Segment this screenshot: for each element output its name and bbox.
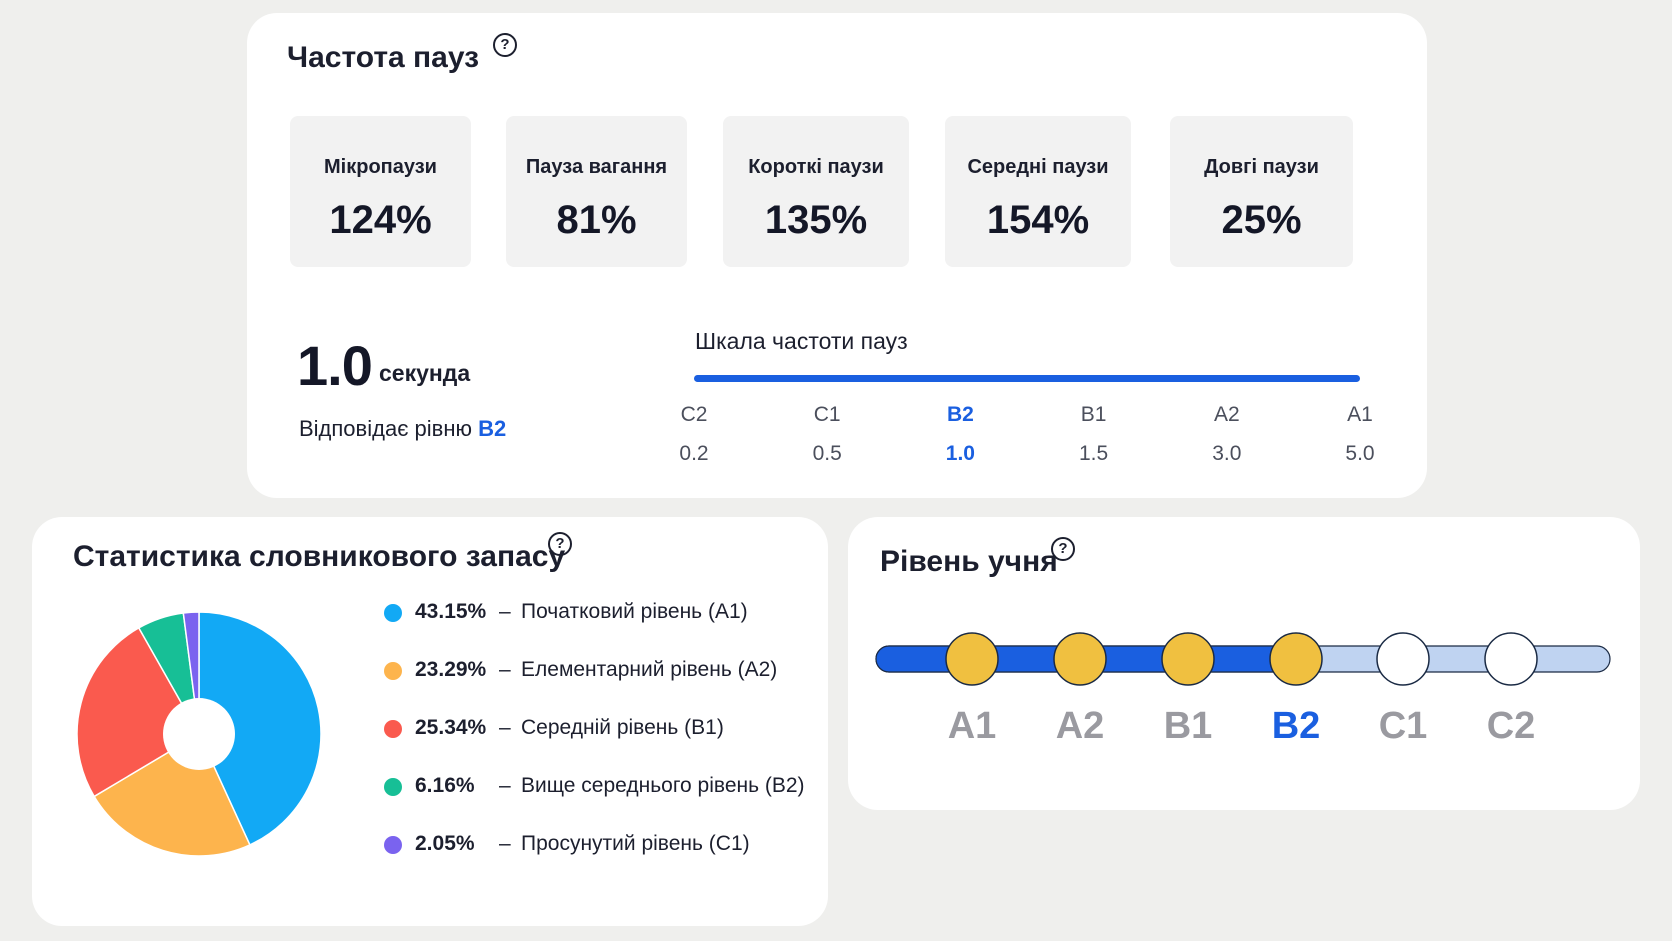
scale-level-value: 1.5 [1078, 442, 1109, 465]
scale-level-label: C2 [680, 403, 708, 426]
pie-slice-3 [76, 626, 201, 798]
question-circle-icon[interactable]: ? [548, 532, 572, 556]
legend-separator: – [499, 716, 511, 739]
legend-separator: – [499, 600, 511, 623]
level-label-a2: A2 [1055, 705, 1105, 747]
level-label-c1: C1 [1378, 705, 1428, 747]
legend-color-dot [384, 720, 402, 738]
metric-value: 154% [986, 198, 1090, 242]
scale-level-value: 0.5 [812, 442, 842, 465]
scale-level-c1: C1 0.5 [797, 403, 857, 466]
legend-percent: 2.05% [415, 832, 475, 855]
legend-color-dot [384, 778, 402, 796]
level-correspondence: Відповідає рівню B2 [299, 416, 506, 442]
question-circle-icon[interactable]: ? [1051, 537, 1075, 561]
metric-card-micropauses: Мікропаузи 124% [290, 116, 471, 267]
legend-label: Початковий рівень (A1) [521, 600, 748, 623]
level-node-b1 [1161, 632, 1215, 686]
metric-label: Мікропаузи [324, 156, 437, 178]
metric-label: Пауза вагання [525, 156, 668, 178]
level-node-a1 [945, 632, 999, 686]
metric-label: Середні паузи [967, 156, 1109, 178]
metric-value: 25% [1221, 198, 1302, 242]
metric-card-long-pauses: Довгі паузи 25% [1170, 116, 1353, 267]
pie-slice-1 [198, 611, 322, 846]
legend-percent: 43.15% [415, 600, 487, 623]
legend-separator: – [499, 832, 511, 855]
question-circle-icon[interactable]: ? [493, 33, 517, 57]
donut-hole [163, 698, 235, 770]
student-level-card: Рівень учня ? A1 A2 B1 B2 C1 C2 [848, 517, 1640, 810]
pause-seconds-value: 1.0 [297, 334, 373, 397]
legend-label: Середній рівень (B1) [521, 716, 724, 739]
level-label-c2: C2 [1486, 705, 1536, 747]
student-level-title: Рівень учня [880, 545, 1058, 578]
scale-level-c2: C2 0.2 [664, 403, 724, 466]
scale-level-label: B2 [946, 403, 974, 426]
level-progress-track [875, 632, 1611, 686]
scale-level-label: B1 [1080, 403, 1107, 426]
metric-value: 135% [764, 198, 868, 242]
level-node-c1 [1376, 632, 1430, 686]
legend-percent: 25.34% [415, 716, 487, 739]
metric-label: Короткі паузи [748, 156, 884, 178]
pause-seconds-unit: секунда [379, 360, 471, 386]
vocabulary-stats-card: Статистика словникового запасу ? 43.15% –… [32, 517, 828, 926]
legend-separator: – [499, 774, 511, 797]
vocabulary-donut-chart [76, 611, 322, 857]
scale-level-b1: B1 1.5 [1064, 403, 1124, 466]
pause-frequency-card: Частота пауз ? Мікропаузи 124% Пауза ваг… [247, 13, 1427, 498]
scale-level-label: A2 [1213, 403, 1240, 426]
level-label-b1: B1 [1163, 705, 1213, 747]
level-node-b2 [1269, 632, 1323, 686]
metric-card-medium-pauses: Середні паузи 154% [945, 116, 1131, 267]
pause-scale-line [694, 375, 1360, 382]
scale-level-a2: A2 3.0 [1197, 403, 1257, 466]
legend-label: Вище середнього рівень (B2) [521, 774, 805, 797]
level-note-prefix: Відповідає рівню [299, 416, 472, 441]
metric-card-hesitation-pause: Пауза вагання 81% [506, 116, 687, 267]
metric-value: 81% [556, 198, 637, 242]
legend-label: Просунутий рівень (C1) [521, 832, 750, 855]
legend-percent: 23.29% [415, 658, 487, 681]
scale-level-label: C1 [813, 403, 841, 426]
legend-color-dot [384, 604, 402, 622]
scale-level-value: 1.0 [945, 442, 975, 465]
scale-level-value: 3.0 [1212, 442, 1242, 465]
level-label-a1: A1 [947, 705, 997, 747]
level-node-c2 [1484, 632, 1538, 686]
level-note-level: B2 [478, 416, 507, 441]
level-node-a2 [1053, 632, 1107, 686]
metric-card-short-pauses: Короткі паузи 135% [723, 116, 909, 267]
legend-color-dot [384, 836, 402, 854]
legend-label: Елементарний рівень (A2) [521, 658, 778, 681]
scale-level-a1: A1 5.0 [1330, 403, 1390, 466]
scale-level-b2: B2 1.0 [930, 403, 990, 466]
metric-value: 124% [329, 198, 432, 242]
vocabulary-title: Статистика словникового запасу [73, 540, 566, 573]
pause-scale-title: Шкала частоти пауз [695, 328, 908, 354]
scale-level-value: 5.0 [1345, 442, 1375, 465]
pause-frequency-title: Частота пауз [287, 41, 480, 74]
scale-level-label: A1 [1347, 403, 1373, 426]
scale-level-value: 0.2 [679, 442, 709, 465]
metric-label: Довгі паузи [1204, 156, 1319, 178]
legend-separator: – [499, 658, 511, 681]
legend-color-dot [384, 662, 402, 680]
level-label-b2: B2 [1271, 705, 1321, 747]
legend-percent: 6.16% [415, 774, 475, 797]
